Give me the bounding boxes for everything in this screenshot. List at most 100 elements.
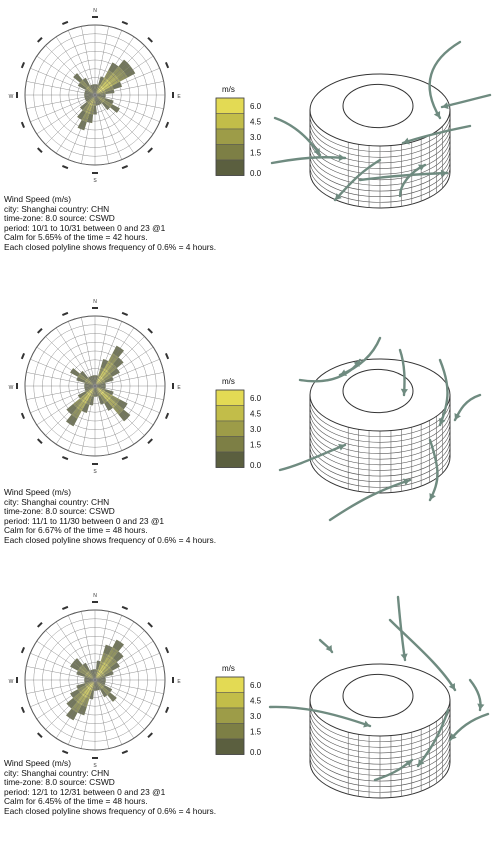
rose-grid-spoke bbox=[94, 372, 164, 387]
rose-grid-spoke bbox=[81, 26, 96, 96]
rose-tick-mark bbox=[147, 732, 153, 738]
rose-tick-mark bbox=[61, 605, 69, 611]
legend-unit: m/s bbox=[222, 85, 235, 94]
legend-tick-label: 4.5 bbox=[250, 409, 262, 418]
rose-grid-spoke bbox=[94, 94, 154, 135]
compass-label-west: W bbox=[9, 385, 14, 391]
legend-tick-label: 1.5 bbox=[250, 440, 262, 449]
rose-petal-cell bbox=[77, 119, 87, 131]
calm-line: Calm for 6.45% of the time = 48 hours. bbox=[4, 796, 148, 807]
compass-label-east: E bbox=[177, 679, 181, 685]
rose-grid-spoke bbox=[45, 679, 96, 730]
legend-tick-label: 0.0 bbox=[250, 748, 262, 757]
chart-title: Wind Speed (m/s) bbox=[4, 487, 72, 497]
rose-tick-mark bbox=[92, 16, 98, 18]
airflow-arrowhead bbox=[418, 164, 425, 171]
rose-grid-spoke bbox=[36, 385, 96, 426]
legend-tick-label: 0.0 bbox=[250, 461, 262, 470]
rose-grid-spoke bbox=[68, 679, 96, 745]
rose-grid-spoke bbox=[94, 346, 154, 387]
chart-title: Wind Speed (m/s) bbox=[4, 758, 72, 768]
rose-grid-spoke bbox=[94, 30, 122, 96]
rose-tick-mark bbox=[92, 463, 98, 465]
rose-tick-mark bbox=[20, 61, 26, 69]
rose-petal-cell bbox=[104, 670, 114, 677]
airflow-arrowhead bbox=[429, 493, 436, 500]
frequency-note: Each closed polyline shows frequency of … bbox=[4, 241, 217, 252]
calm-line: Calm for 6.67% of the time = 48 hours. bbox=[4, 525, 148, 536]
rose-grid-spoke bbox=[26, 81, 96, 96]
rose-tick-mark bbox=[172, 92, 174, 98]
wind-rose: N E S W bbox=[9, 8, 182, 184]
rose-grid-spoke bbox=[94, 679, 135, 739]
rose-grid-spoke bbox=[94, 611, 109, 681]
rose-tick-mark bbox=[121, 164, 129, 170]
airflow-arrow bbox=[428, 40, 462, 120]
rose-grid-spoke bbox=[55, 385, 96, 445]
legend-swatch bbox=[215, 144, 245, 161]
location-line: city: Shanghai country: CHN bbox=[4, 767, 110, 778]
airflow-arrowhead bbox=[363, 720, 370, 728]
rose-petal-cell bbox=[85, 395, 92, 405]
rose-grid-spoke bbox=[94, 68, 160, 96]
rose-tick-mark bbox=[164, 61, 170, 69]
rose-tick-mark bbox=[61, 455, 69, 461]
rose-grid-spoke bbox=[81, 679, 96, 749]
legend-swatch bbox=[215, 420, 245, 437]
airflow-arrowhead bbox=[313, 148, 320, 155]
rose-grid-spoke bbox=[94, 36, 135, 96]
wind-stats-text: Wind Speed (m/s) city: Shanghai country:… bbox=[4, 194, 217, 253]
legend-swatch bbox=[215, 436, 245, 453]
rose-petal-cell bbox=[104, 389, 114, 396]
rose-grid-spoke bbox=[68, 615, 96, 681]
airflow-arrowhead bbox=[335, 193, 342, 200]
rose-tick-mark bbox=[147, 147, 153, 153]
period-line: period: 12/1 to 12/31 between 0 and 23 @… bbox=[4, 786, 166, 797]
wind-rose: N E S W bbox=[9, 593, 182, 769]
legend-unit: m/s bbox=[222, 664, 235, 673]
rose-tick-mark bbox=[121, 20, 129, 26]
rose-grid-spoke bbox=[26, 385, 96, 400]
legend-frame bbox=[215, 389, 245, 468]
legend-tick-label: 6.0 bbox=[250, 102, 262, 111]
rose-grid-spoke bbox=[94, 666, 164, 681]
compass-label-south: S bbox=[93, 763, 97, 769]
rose-petal-cell bbox=[96, 660, 101, 670]
compass-label-south: S bbox=[93, 469, 97, 475]
rose-grid-spoke bbox=[36, 346, 96, 387]
legend-tick-label: 3.0 bbox=[250, 712, 262, 721]
legend-tick-label: 6.0 bbox=[250, 394, 262, 403]
rose-grid-spoke bbox=[81, 611, 96, 681]
rose-grid-spoke bbox=[94, 385, 145, 436]
airflow-arrowhead bbox=[338, 153, 345, 162]
rose-grid-spoke bbox=[26, 666, 96, 681]
rose-grid-spoke bbox=[36, 55, 96, 96]
rose-grid-spoke bbox=[94, 94, 145, 145]
period-line: period: 11/1 to 11/30 between 0 and 23 @… bbox=[4, 515, 164, 526]
airflow-arrowhead bbox=[438, 418, 446, 425]
rose-grid-spoke bbox=[30, 94, 96, 122]
compass-label-north: N bbox=[93, 8, 97, 14]
legend-swatch bbox=[215, 676, 245, 693]
timezone-line: time-zone: 8.0 source: CSWD bbox=[4, 213, 115, 224]
rose-petal-cell bbox=[105, 89, 115, 94]
legend-swatch bbox=[215, 707, 245, 724]
rose-petal-cell bbox=[100, 652, 109, 663]
legend-tick-label: 4.5 bbox=[250, 696, 262, 705]
period-line: period: 10/1 to 10/31 between 0 and 23 @… bbox=[4, 222, 166, 233]
rose-grid-spoke bbox=[94, 615, 122, 681]
rose-petal-cell bbox=[98, 367, 105, 377]
airflow-arrow bbox=[440, 93, 492, 109]
building-courtyard bbox=[342, 368, 414, 414]
rose-petal-cell bbox=[98, 661, 105, 671]
rose-grid-spoke bbox=[26, 94, 96, 109]
rose-grid-spoke bbox=[94, 81, 164, 96]
rose-grid-spoke bbox=[30, 68, 96, 96]
compass-label-south: S bbox=[93, 178, 97, 184]
rose-grid-spoke bbox=[45, 45, 96, 96]
rose-grid-spoke bbox=[94, 385, 109, 455]
rose-grid-spoke bbox=[94, 94, 160, 122]
airflow-arrowhead bbox=[448, 683, 455, 690]
rose-grid-spoke bbox=[94, 679, 164, 694]
airflow-arrow bbox=[388, 618, 457, 692]
